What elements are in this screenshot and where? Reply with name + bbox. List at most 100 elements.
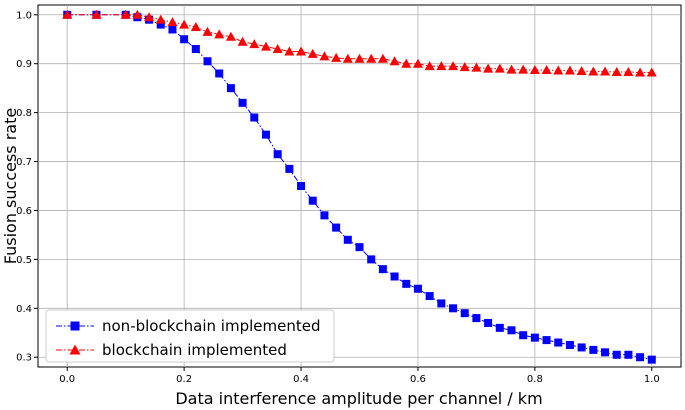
y-tick-label: 0.4 — [16, 304, 32, 315]
data-point — [331, 52, 342, 62]
data-point — [507, 326, 516, 335]
data-point — [367, 255, 376, 264]
legend-marker-non-blockchain — [70, 321, 80, 331]
data-point — [307, 48, 318, 58]
series-non-blockchain — [63, 10, 656, 364]
data-point — [91, 9, 102, 19]
data-point — [577, 343, 586, 352]
data-point — [460, 309, 469, 318]
data-point — [167, 17, 178, 27]
data-point — [202, 26, 213, 36]
y-tick-label: 0.6 — [16, 206, 32, 217]
data-point — [402, 279, 411, 288]
x-tick-label: 0.6 — [410, 374, 426, 385]
data-point — [144, 12, 155, 22]
x-axis-label: Data interference amplitude per channel … — [175, 389, 542, 408]
data-point — [238, 98, 247, 107]
data-point — [600, 66, 611, 76]
x-tick-label: 0.8 — [527, 374, 543, 385]
series-blockchain — [62, 9, 657, 77]
data-point — [484, 318, 493, 327]
data-point — [273, 150, 282, 159]
data-point — [495, 323, 504, 332]
data-point — [225, 31, 236, 41]
data-point — [518, 64, 529, 74]
data-point — [389, 56, 400, 66]
y-axis-label: Fusion success rate — [1, 108, 20, 264]
data-point — [62, 9, 73, 19]
data-point — [601, 348, 610, 357]
data-point — [530, 333, 539, 342]
data-point — [155, 14, 166, 24]
legend-label-non-blockchain: non-blockchain implemented — [102, 317, 320, 335]
data-point — [459, 62, 470, 72]
data-point — [424, 61, 435, 71]
data-point — [483, 63, 494, 73]
data-point — [425, 292, 434, 301]
data-point — [180, 35, 189, 44]
data-point — [237, 36, 248, 46]
data-point — [296, 46, 307, 56]
series-group — [62, 9, 657, 364]
data-point — [647, 355, 656, 364]
y-tick-label: 0.7 — [16, 157, 32, 168]
legend-box — [45, 309, 335, 363]
data-point — [355, 243, 364, 252]
data-point — [472, 314, 481, 323]
y-tick-label: 1.0 — [16, 10, 32, 21]
data-point — [646, 67, 657, 77]
y-tick-label: 0.9 — [16, 59, 32, 70]
data-point — [378, 265, 387, 274]
legend-label-blockchain: blockchain implemented — [102, 341, 287, 359]
y-tick-label: 0.3 — [16, 353, 32, 364]
data-point — [519, 331, 528, 340]
data-point — [215, 69, 224, 78]
x-tick-label: 0.0 — [59, 374, 75, 385]
data-point — [449, 304, 458, 313]
data-point — [319, 51, 330, 61]
data-point — [179, 19, 190, 29]
data-point — [436, 61, 447, 71]
y-tick-label: 0.5 — [16, 255, 32, 266]
data-point — [342, 53, 353, 63]
tick-labels: 0.0 0.2 0.4 0.6 0.8 1.0 0.3 0.4 0.5 0.6 0.7 0.8 0.9 1… — [16, 10, 660, 385]
data-point — [471, 62, 482, 72]
data-point — [553, 65, 564, 75]
data-point — [494, 63, 505, 73]
data-point — [635, 67, 646, 77]
data-point — [132, 9, 143, 19]
data-point — [437, 299, 446, 308]
data-point — [366, 53, 377, 63]
data-point — [589, 345, 598, 354]
data-point — [343, 235, 352, 244]
data-point — [320, 211, 329, 220]
data-point — [377, 53, 388, 63]
data-point — [541, 65, 552, 75]
data-point — [308, 196, 317, 205]
data-point — [226, 84, 235, 93]
y-tick-label: 0.8 — [16, 108, 32, 119]
x-tick-label: 0.4 — [293, 374, 309, 385]
data-point — [354, 53, 365, 63]
data-point — [190, 22, 201, 32]
data-point — [250, 113, 259, 122]
x-tick-label: 0.2 — [176, 374, 192, 385]
data-point — [261, 130, 270, 139]
data-point — [168, 25, 177, 34]
data-point — [529, 65, 540, 75]
data-point — [636, 353, 645, 362]
data-point — [332, 223, 341, 232]
grid-lines — [38, 5, 681, 367]
data-point — [285, 164, 294, 173]
data-point — [284, 46, 295, 56]
data-point — [260, 41, 271, 51]
data-point — [506, 64, 517, 74]
data-point — [576, 66, 587, 76]
data-point — [448, 61, 459, 71]
data-point — [588, 66, 599, 76]
data-point — [564, 65, 575, 75]
data-point — [623, 67, 634, 77]
data-point — [554, 338, 563, 347]
legend-marker-blockchain — [69, 344, 81, 355]
